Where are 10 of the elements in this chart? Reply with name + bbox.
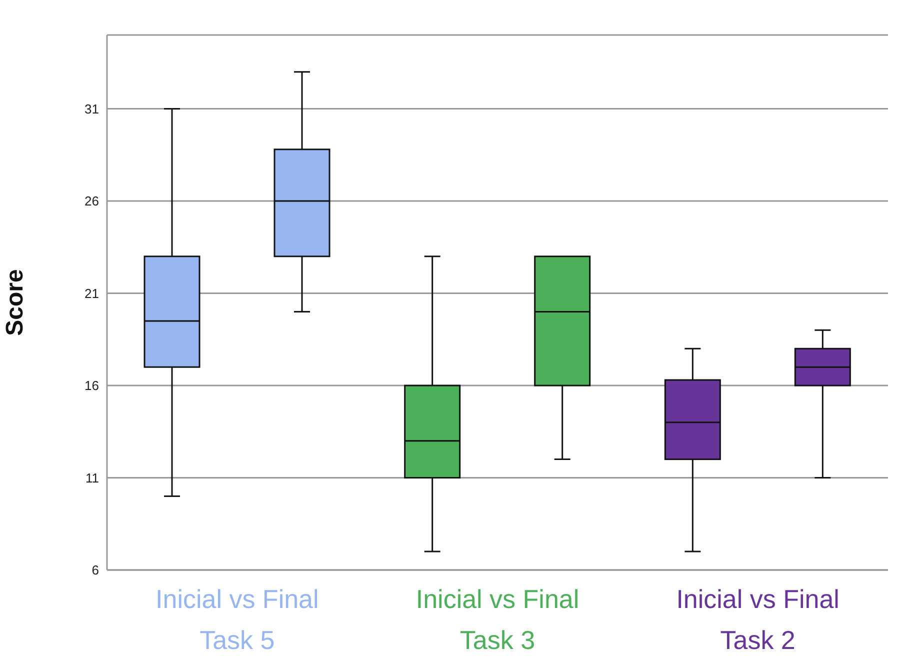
y-tick-label: 21	[84, 286, 99, 301]
y-tick-label: 11	[86, 470, 99, 486]
y-axis-title: Score	[2, 269, 29, 336]
x-tick-label: Inicial vs Final Task 5	[156, 584, 319, 655]
x-tick-label: Inicial vs Final Task 2	[676, 584, 840, 655]
y-tick-label: 31	[84, 101, 99, 116]
x-tick-label: Inicial vs Final Task 3	[416, 584, 580, 655]
y-tick-label: 26	[84, 194, 99, 209]
y-tick-label: 6	[92, 562, 99, 578]
y-tick-label: 16	[84, 378, 99, 394]
